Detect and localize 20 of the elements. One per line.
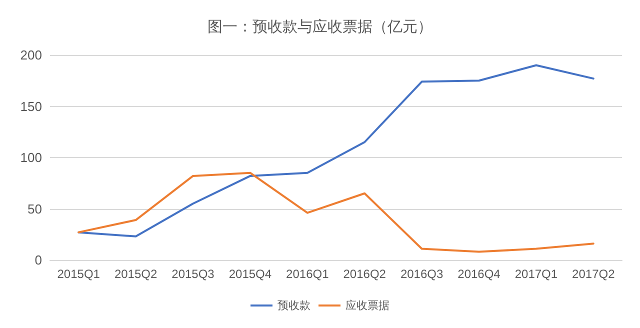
- x-tick-label: 2015Q3: [172, 267, 215, 281]
- line-series: [78, 172, 594, 253]
- x-tick-label: 2015Q4: [228, 267, 272, 281]
- legend-label: 预收款: [278, 299, 310, 312]
- y-tick-label: 50: [28, 201, 42, 216]
- legend-label: 应收票据: [346, 299, 390, 312]
- y-tick-label: 100: [20, 150, 42, 165]
- x-tick-label: 2016Q3: [400, 267, 444, 281]
- x-tick-label: 2016Q2: [343, 267, 386, 281]
- x-tick-label: 2016Q4: [458, 267, 501, 281]
- x-tick-label: 2017Q1: [514, 267, 558, 281]
- y-tick-label: 150: [20, 98, 42, 114]
- line-series: [78, 64, 594, 238]
- y-tick-label: 0: [34, 252, 42, 268]
- x-tick-label: 2015Q1: [57, 267, 100, 281]
- x-tick-label: 2017Q2: [572, 267, 616, 281]
- x-tick-label: 2015Q2: [114, 267, 158, 281]
- chart-title: 图一：预收款与应收票据（亿元）: [208, 18, 432, 36]
- x-tick-label: 2016Q1: [286, 267, 330, 281]
- y-tick-label: 200: [20, 48, 42, 62]
